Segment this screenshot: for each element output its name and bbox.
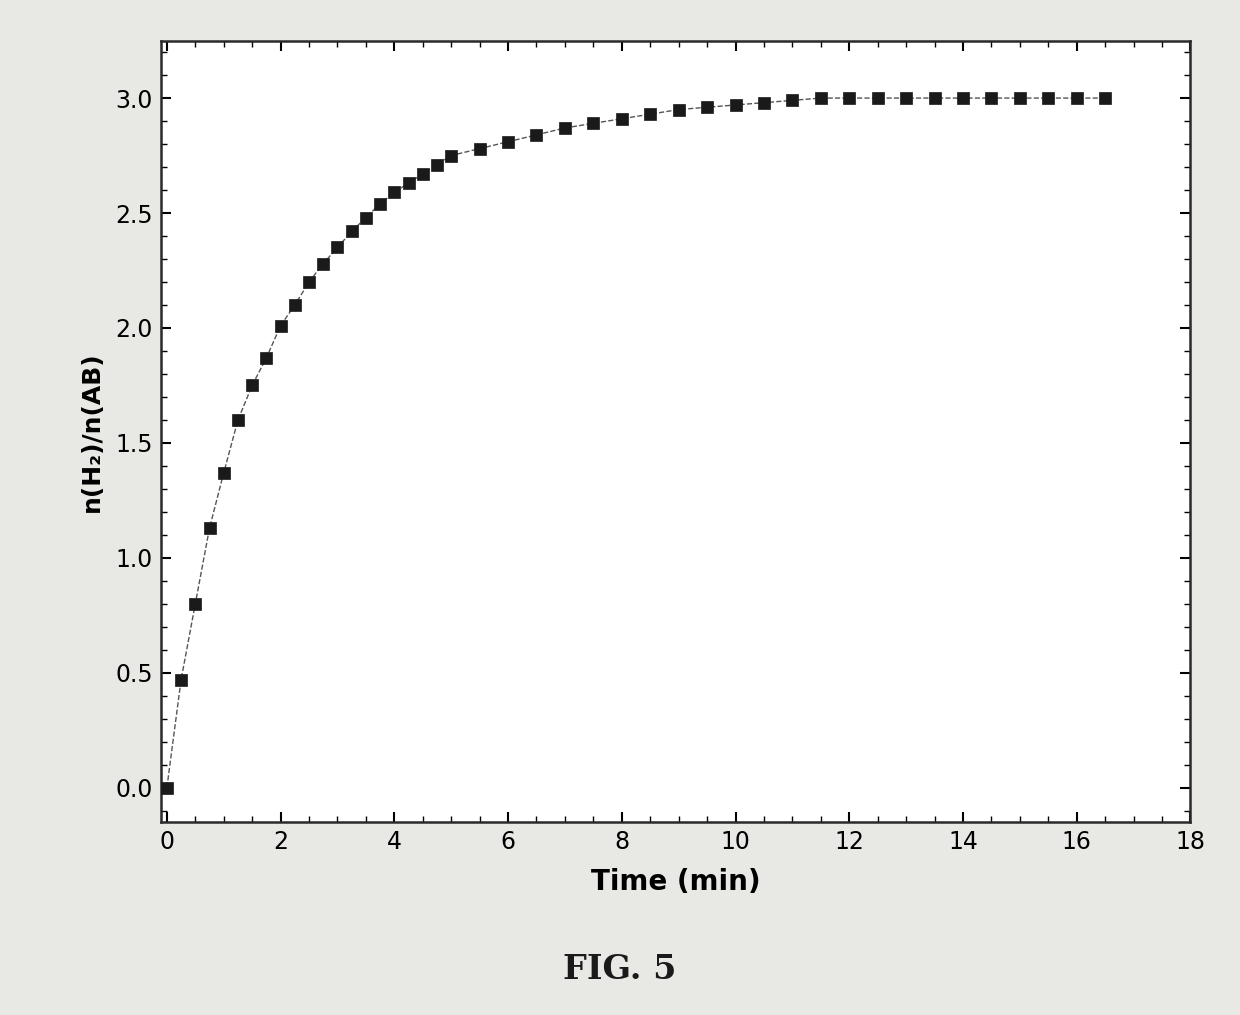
Y-axis label: n(H₂)/n(AB): n(H₂)/n(AB) — [81, 351, 104, 512]
Text: FIG. 5: FIG. 5 — [563, 953, 677, 986]
X-axis label: Time (min): Time (min) — [591, 869, 760, 896]
